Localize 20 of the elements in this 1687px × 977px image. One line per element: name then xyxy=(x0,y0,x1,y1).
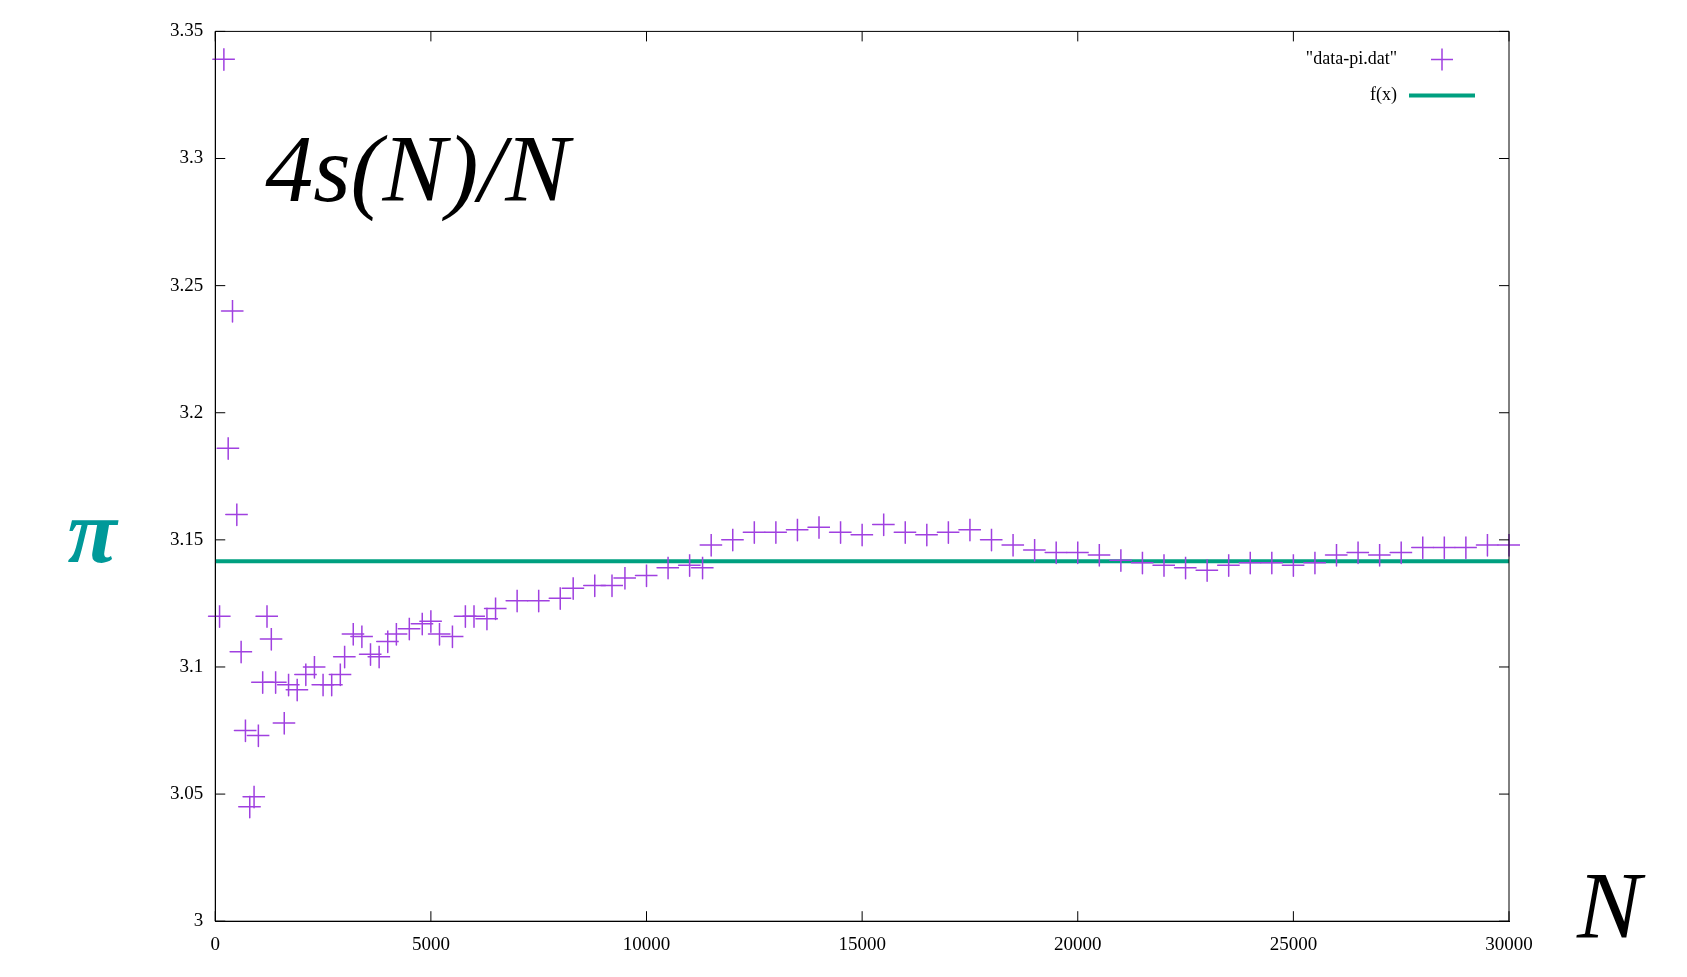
y-tick-label: 3.3 xyxy=(179,146,204,168)
x-tick-label: 30000 xyxy=(1485,932,1533,954)
x-tick-label: 20000 xyxy=(1054,932,1102,954)
legend-label: f(x) xyxy=(1370,84,1397,106)
y-tick-label: 3.25 xyxy=(170,273,204,295)
y-tick-label: 3.2 xyxy=(179,400,204,422)
legend-label: "data-pi.dat" xyxy=(1305,48,1397,69)
y-tick-label: 3.15 xyxy=(170,527,204,549)
x-axis-title: N xyxy=(1576,852,1646,960)
x-tick-label: 0 xyxy=(210,932,220,954)
y-axis-title: π xyxy=(67,481,120,581)
y-tick-label: 3.35 xyxy=(170,19,204,41)
x-tick-label: 5000 xyxy=(411,932,450,954)
x-tick-label: 15000 xyxy=(838,932,886,954)
x-tick-label: 10000 xyxy=(622,932,671,954)
annotation: 4s(N)/N xyxy=(265,115,575,223)
x-tick-label: 25000 xyxy=(1269,932,1318,954)
y-tick-label: 3.05 xyxy=(170,782,204,804)
y-tick-label: 3 xyxy=(193,909,204,931)
y-tick-label: 3.1 xyxy=(179,654,204,676)
